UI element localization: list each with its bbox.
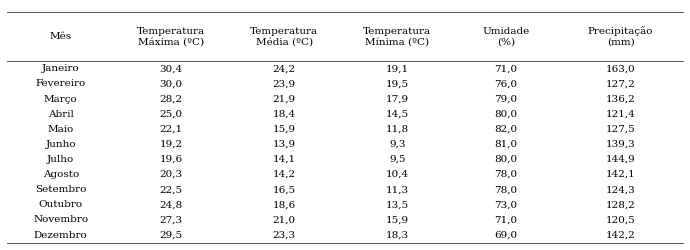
Text: 80,0: 80,0 [495, 110, 518, 119]
Text: Dezembro: Dezembro [34, 230, 88, 239]
Text: 19,2: 19,2 [159, 140, 183, 149]
Text: 18,4: 18,4 [273, 110, 296, 119]
Text: 18,3: 18,3 [386, 230, 409, 239]
Text: 82,0: 82,0 [495, 125, 518, 134]
Text: 16,5: 16,5 [273, 185, 296, 194]
Text: Maio: Maio [48, 125, 74, 134]
Text: 81,0: 81,0 [495, 140, 518, 149]
Text: 30,0: 30,0 [159, 80, 183, 88]
Text: 30,4: 30,4 [159, 64, 183, 73]
Text: 71,0: 71,0 [495, 64, 518, 73]
Text: Janeiro: Janeiro [42, 64, 79, 73]
Text: 11,3: 11,3 [386, 185, 409, 194]
Text: 71,0: 71,0 [495, 216, 518, 224]
Text: Abril: Abril [48, 110, 74, 119]
Text: Mês: Mês [50, 32, 72, 41]
Text: 21,9: 21,9 [273, 94, 296, 104]
Text: Setembro: Setembro [35, 185, 86, 194]
Text: 69,0: 69,0 [495, 230, 518, 239]
Text: 24,8: 24,8 [159, 200, 183, 209]
Text: 29,5: 29,5 [159, 230, 183, 239]
Text: 163,0: 163,0 [606, 64, 635, 73]
Text: 22,1: 22,1 [159, 125, 183, 134]
Text: 20,3: 20,3 [159, 170, 183, 179]
Text: 28,2: 28,2 [159, 94, 183, 104]
Text: 142,2: 142,2 [606, 230, 635, 239]
Text: 19,6: 19,6 [159, 155, 183, 164]
Text: 124,3: 124,3 [606, 185, 635, 194]
Text: 17,9: 17,9 [386, 94, 409, 104]
Text: Março: Março [44, 94, 77, 104]
Text: 9,3: 9,3 [389, 140, 406, 149]
Text: 144,9: 144,9 [606, 155, 635, 164]
Text: 76,0: 76,0 [495, 80, 518, 88]
Text: 21,0: 21,0 [273, 216, 296, 224]
Text: 18,6: 18,6 [273, 200, 296, 209]
Text: 23,9: 23,9 [273, 80, 296, 88]
Text: 19,1: 19,1 [386, 64, 409, 73]
Text: 121,4: 121,4 [606, 110, 635, 119]
Text: Temperatura
Média (ºC): Temperatura Média (ºC) [250, 27, 318, 46]
Text: Agosto: Agosto [43, 170, 79, 179]
Text: 24,2: 24,2 [273, 64, 296, 73]
Text: 9,5: 9,5 [389, 155, 406, 164]
Text: 15,9: 15,9 [273, 125, 296, 134]
Text: 120,5: 120,5 [606, 216, 635, 224]
Text: 139,3: 139,3 [606, 140, 635, 149]
Text: 22,5: 22,5 [159, 185, 183, 194]
Text: 142,1: 142,1 [606, 170, 635, 179]
Text: Junho: Junho [46, 140, 76, 149]
Text: Novembro: Novembro [33, 216, 88, 224]
Text: 14,2: 14,2 [273, 170, 296, 179]
Text: Temperatura
Máxima (ºC): Temperatura Máxima (ºC) [137, 27, 205, 46]
Text: Umidade
(%): Umidade (%) [482, 27, 530, 46]
Text: 136,2: 136,2 [606, 94, 635, 104]
Text: 11,8: 11,8 [386, 125, 409, 134]
Text: 13,5: 13,5 [386, 200, 409, 209]
Text: 25,0: 25,0 [159, 110, 183, 119]
Text: 73,0: 73,0 [495, 200, 518, 209]
Text: 127,2: 127,2 [606, 80, 635, 88]
Text: 27,3: 27,3 [159, 216, 183, 224]
Text: 23,3: 23,3 [273, 230, 296, 239]
Text: 79,0: 79,0 [495, 94, 518, 104]
Text: 14,5: 14,5 [386, 110, 409, 119]
Text: 13,9: 13,9 [273, 140, 296, 149]
Text: 128,2: 128,2 [606, 200, 635, 209]
Text: 127,5: 127,5 [606, 125, 635, 134]
Text: 15,9: 15,9 [386, 216, 409, 224]
Text: 19,5: 19,5 [386, 80, 409, 88]
Text: 14,1: 14,1 [273, 155, 296, 164]
Text: 10,4: 10,4 [386, 170, 409, 179]
Text: Fevereiro: Fevereiro [36, 80, 86, 88]
Text: Julho: Julho [47, 155, 75, 164]
Text: 80,0: 80,0 [495, 155, 518, 164]
Text: 78,0: 78,0 [495, 185, 518, 194]
Text: Temperatura
Mínima (ºC): Temperatura Mínima (ºC) [364, 27, 431, 46]
Text: Precipitação
(mm): Precipitação (mm) [588, 27, 653, 47]
Text: 78,0: 78,0 [495, 170, 518, 179]
Text: Outubro: Outubro [39, 200, 83, 209]
